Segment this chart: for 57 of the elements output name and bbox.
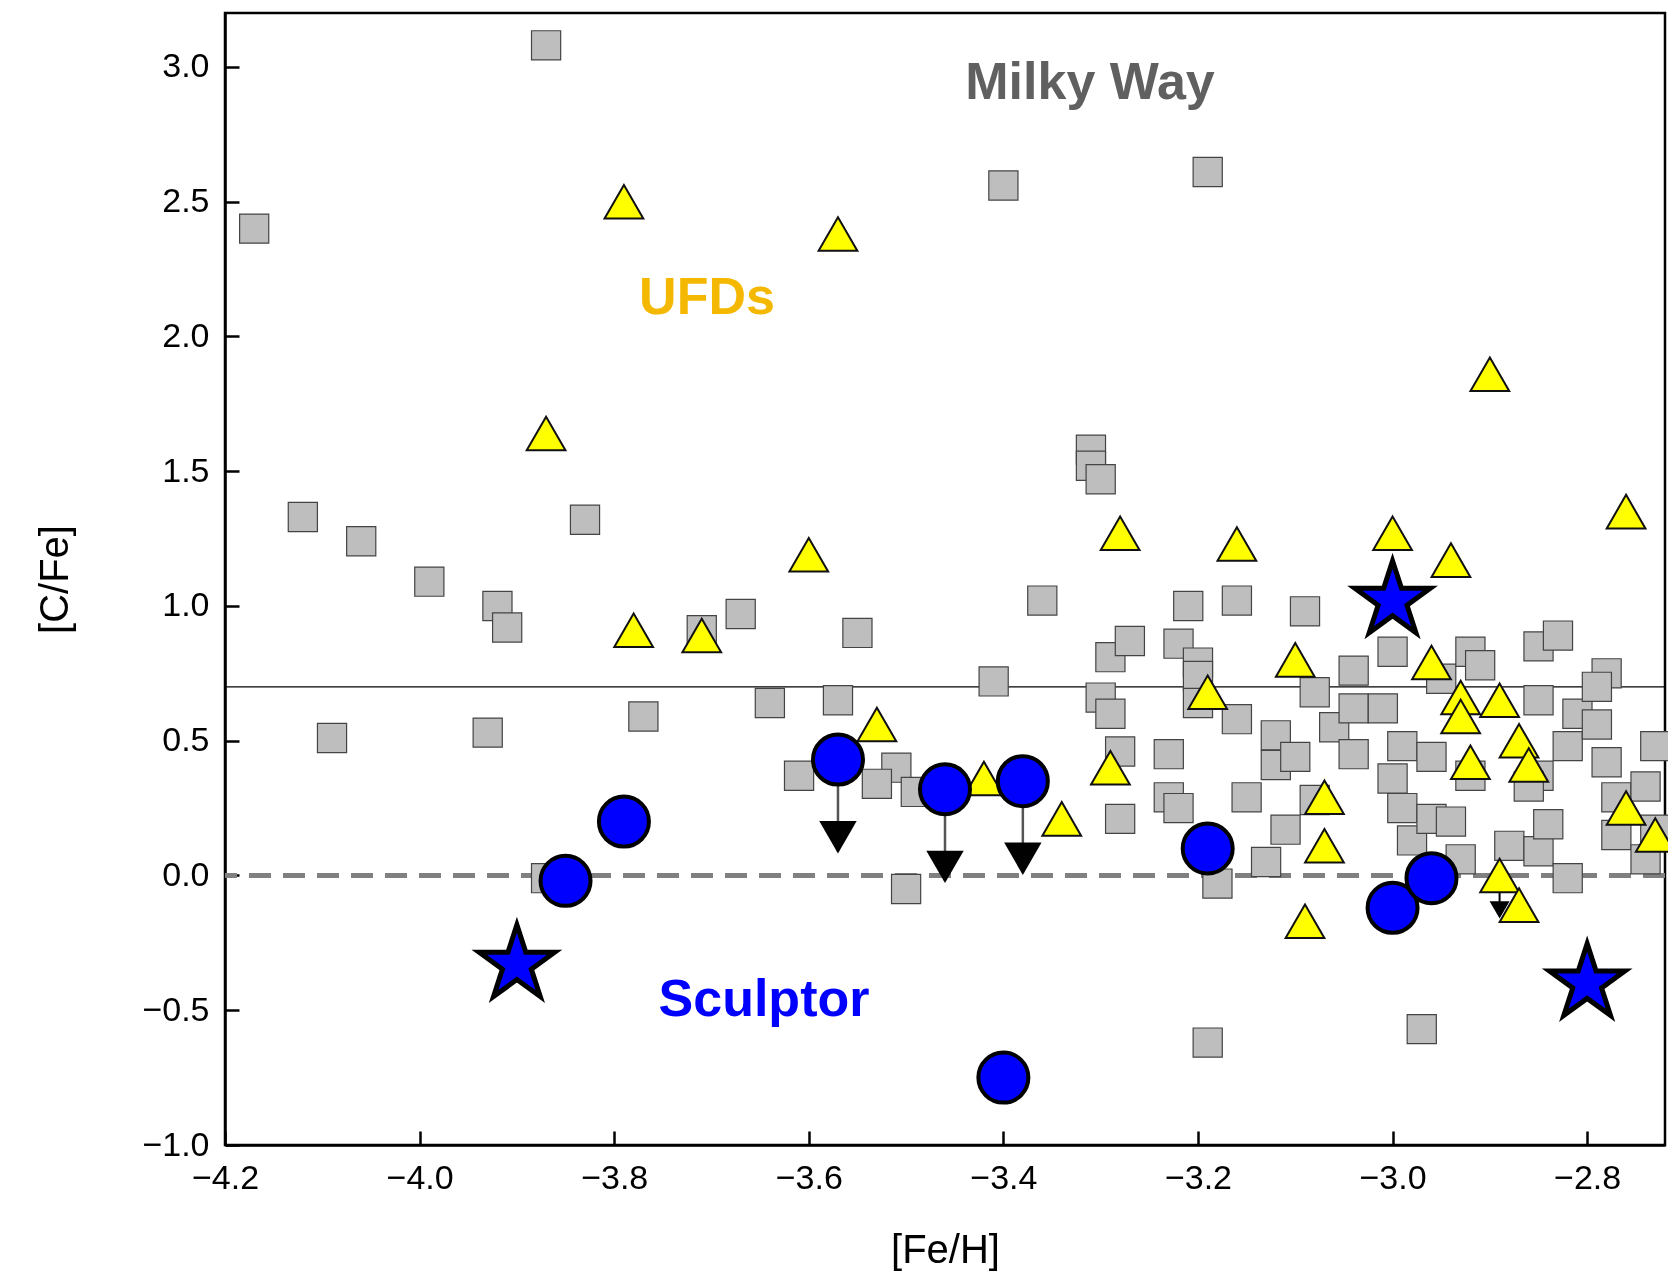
point (1508, 747, 1550, 783)
point (788, 536, 830, 573)
point (1180, 821, 1235, 876)
point (976, 1050, 1031, 1105)
y-axis-title: [C/Fe] (31, 525, 76, 634)
point (1479, 857, 1520, 894)
point (856, 706, 898, 743)
point (538, 853, 593, 908)
x-tick-label: −3.4 (970, 1157, 1038, 1196)
y-tick-label: 1.5 (162, 450, 210, 489)
point (1304, 779, 1345, 816)
point (1411, 644, 1452, 681)
point (1605, 493, 1647, 530)
point (1099, 515, 1141, 551)
point (1090, 749, 1131, 786)
point (1498, 887, 1540, 923)
y-tick-label: 0.5 (162, 720, 210, 759)
point (1284, 903, 1326, 940)
x-tick-label: −3.0 (1359, 1157, 1427, 1196)
x-tick-label: −2.8 (1554, 1157, 1622, 1196)
point (1430, 542, 1472, 578)
x-axis-title: [Fe/H] (891, 1226, 1000, 1271)
point (995, 754, 1050, 809)
y-tick-label: 0.0 (162, 854, 210, 893)
point (1450, 744, 1491, 781)
point (1605, 790, 1647, 826)
point (817, 216, 859, 252)
y-tick-label: 2.0 (162, 315, 210, 354)
point (525, 415, 567, 452)
y-tick-label: 3.0 (162, 46, 210, 85)
point (1479, 682, 1520, 719)
series-label: Milky Way (965, 52, 1215, 110)
point (1440, 698, 1482, 735)
y-tick-label: −0.5 (142, 989, 210, 1028)
series-label: Sculptor (658, 969, 870, 1027)
x-tick-label: −3.6 (775, 1157, 843, 1196)
point (596, 794, 651, 849)
point (1365, 880, 1420, 935)
point (1372, 515, 1413, 551)
x-tick-label: −4.0 (386, 1157, 454, 1196)
y-tick-label: 1.0 (162, 585, 210, 624)
x-tick-label: −3.8 (581, 1157, 649, 1196)
point (1216, 526, 1258, 562)
point (1041, 801, 1083, 837)
point (1469, 356, 1511, 392)
y-tick-label: 2.5 (162, 181, 210, 220)
point (613, 612, 655, 648)
series-label: UFDs (639, 267, 775, 325)
point (1187, 674, 1229, 710)
point (1404, 851, 1459, 906)
point (810, 732, 865, 787)
point (1304, 828, 1345, 864)
point (603, 183, 645, 220)
point (681, 617, 723, 654)
point (918, 762, 972, 817)
point (1274, 642, 1316, 678)
x-tick-label: −3.2 (1164, 1157, 1233, 1196)
